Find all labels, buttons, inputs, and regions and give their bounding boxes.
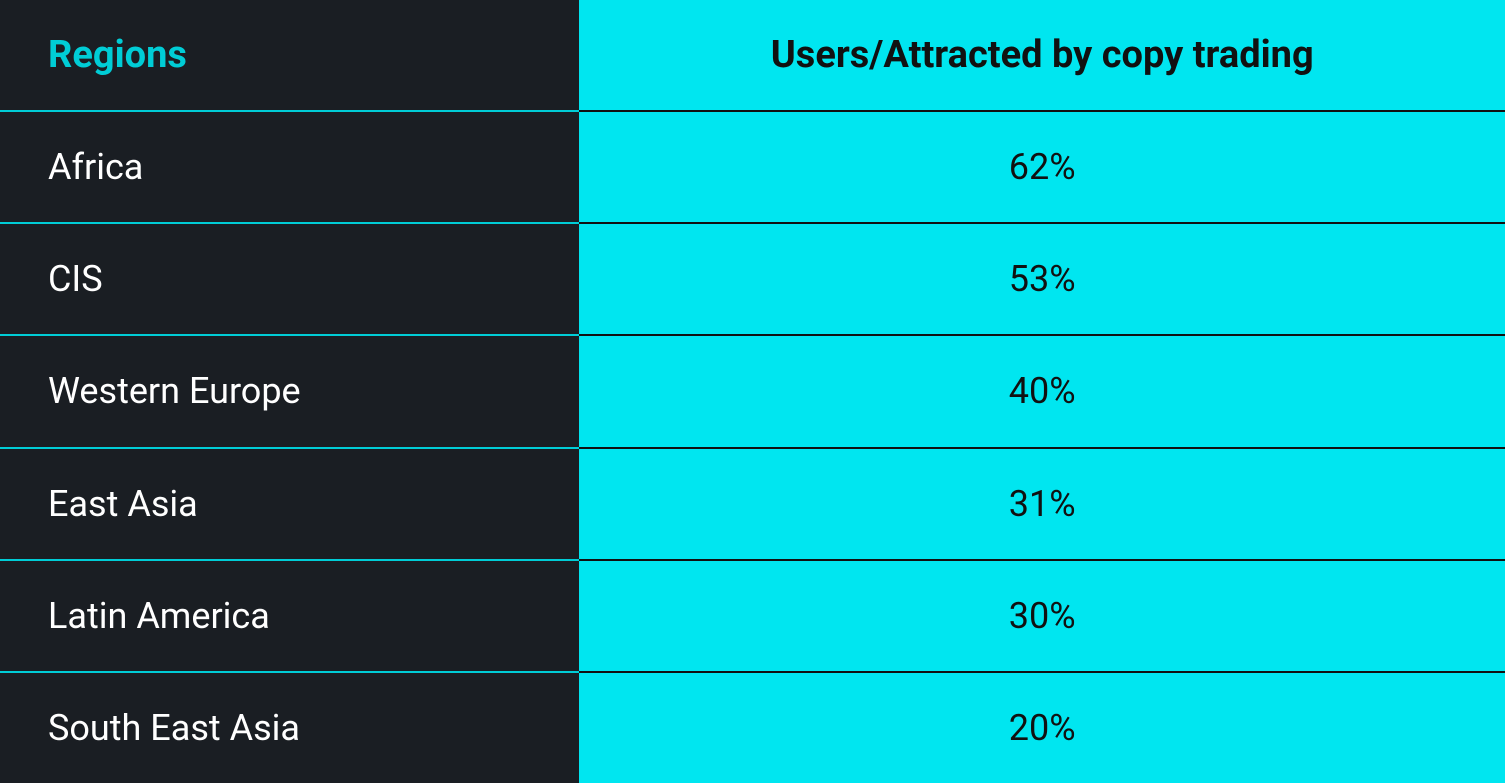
table-row-value: 30% bbox=[579, 561, 1505, 673]
table-row-region: Africa bbox=[0, 112, 579, 224]
table-row-region: CIS bbox=[0, 224, 579, 336]
table-row-region: East Asia bbox=[0, 449, 579, 561]
regions-table: Regions Africa CIS Western Europe East A… bbox=[0, 0, 1505, 783]
regions-column: Regions Africa CIS Western Europe East A… bbox=[0, 0, 579, 783]
column-header-regions: Regions bbox=[0, 0, 579, 112]
column-header-values: Users/Attracted by copy trading bbox=[579, 0, 1505, 112]
table-row-value: 20% bbox=[579, 673, 1505, 783]
values-column: Users/Attracted by copy trading 62% 53% … bbox=[579, 0, 1505, 783]
table-row-region: South East Asia bbox=[0, 673, 579, 783]
table-row-value: 31% bbox=[579, 449, 1505, 561]
table-row-region: Western Europe bbox=[0, 336, 579, 448]
table-row-value: 53% bbox=[579, 224, 1505, 336]
table-row-region: Latin America bbox=[0, 561, 579, 673]
table-row-value: 62% bbox=[579, 112, 1505, 224]
table-row-value: 40% bbox=[579, 336, 1505, 448]
